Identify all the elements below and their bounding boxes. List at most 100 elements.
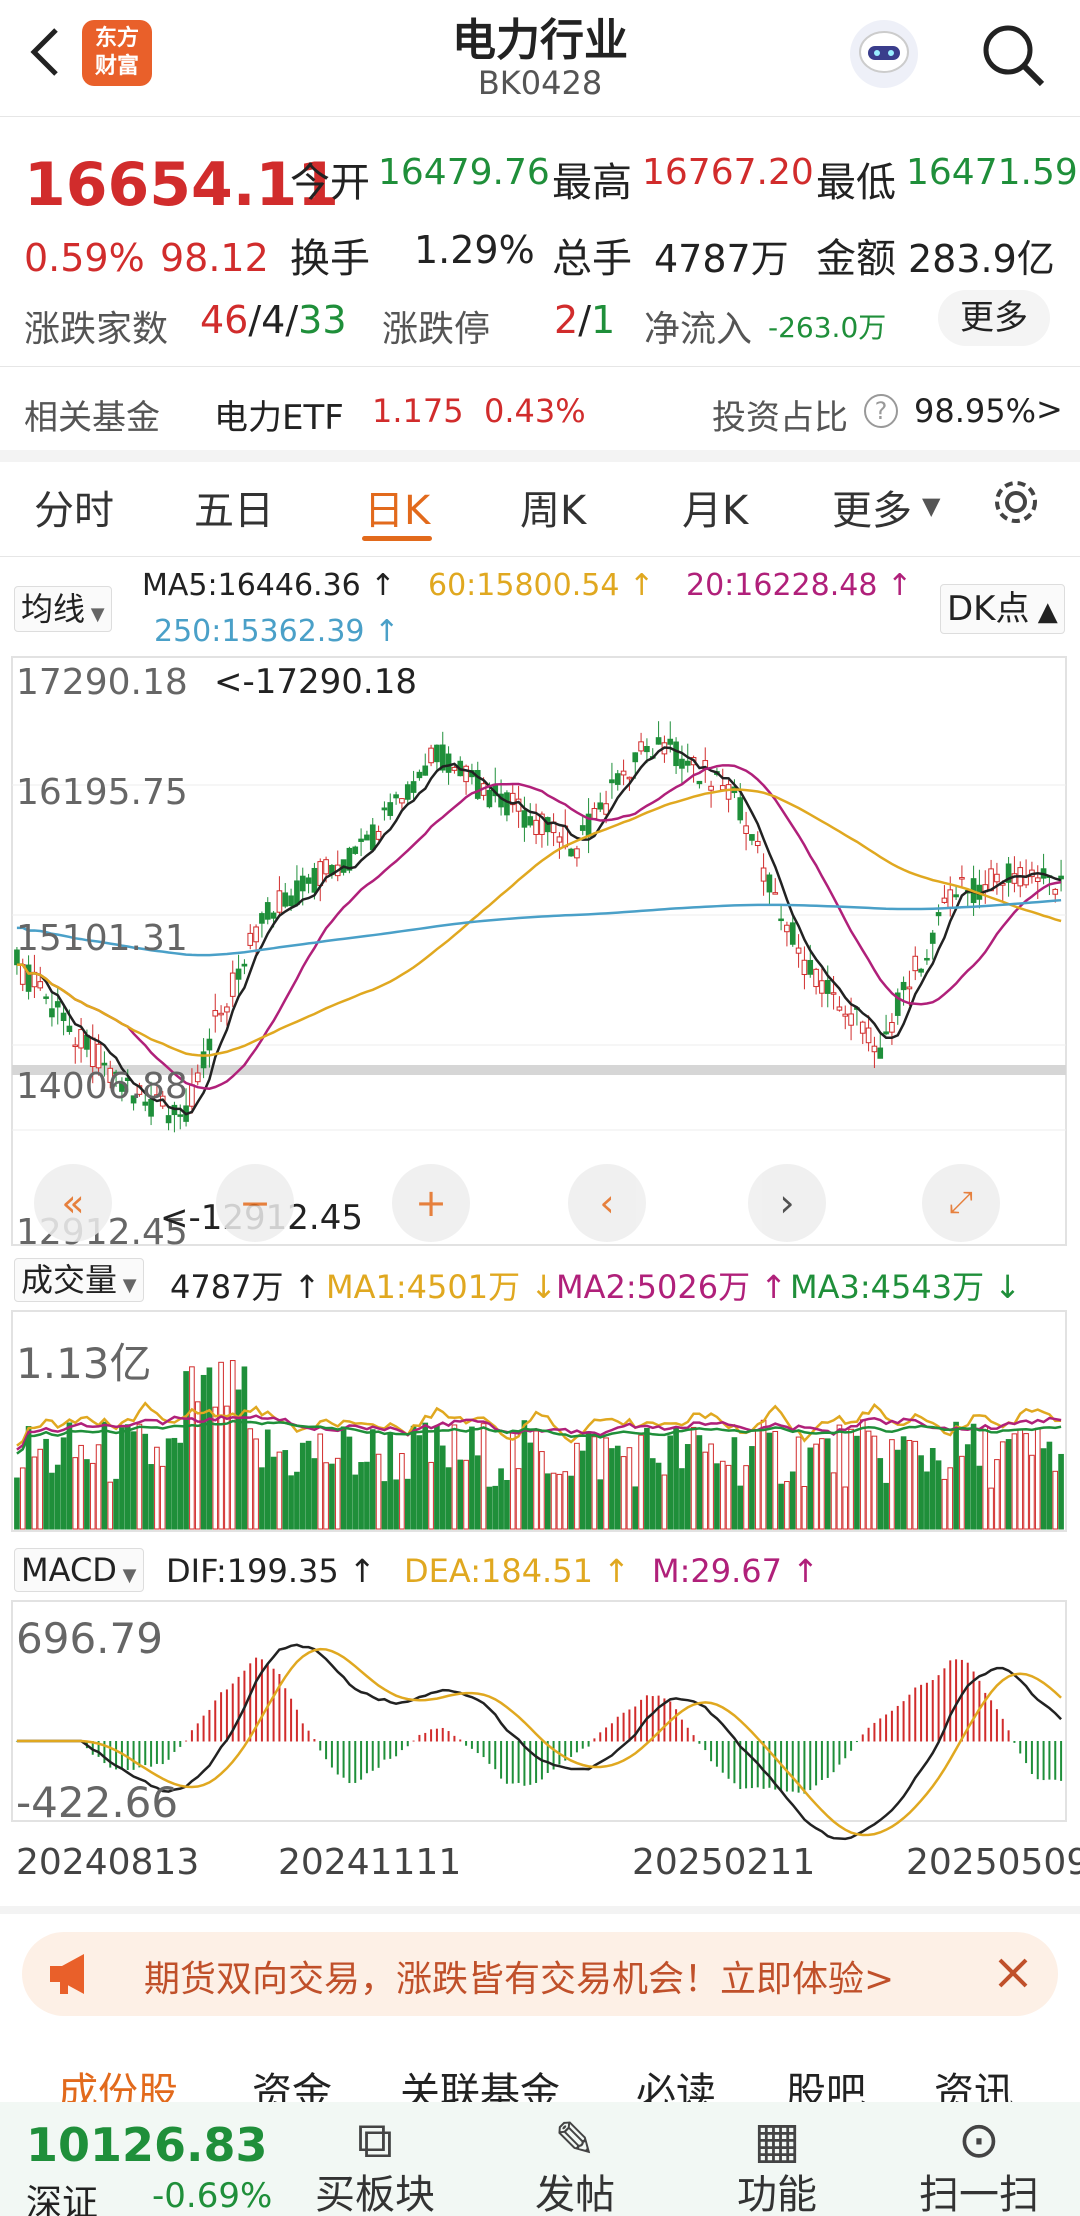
search-icon[interactable] (978, 20, 1048, 90)
date-label: 20241111 (278, 1842, 462, 1883)
volume-bar (212, 1406, 219, 1530)
tab-weekly-k[interactable]: 周K (520, 488, 587, 534)
date-label: 20240813 (16, 1842, 200, 1883)
tab-daily-k[interactable]: 日K (364, 488, 431, 534)
kline-chart[interactable] (0, 655, 1080, 1855)
scroll-right-button[interactable]: › (748, 1164, 826, 1242)
macd-bar (109, 1741, 112, 1768)
tab-intraday[interactable]: 分时 (34, 488, 114, 534)
candle-body (43, 996, 49, 999)
candle-body (369, 824, 376, 851)
candle-body (1034, 877, 1041, 883)
volume-bar (1040, 1448, 1047, 1530)
macd-bar (284, 1688, 287, 1742)
more-button[interactable]: 更多 (938, 290, 1050, 346)
settings-icon[interactable] (988, 474, 1044, 530)
candle-body (953, 894, 959, 898)
volume-bar (579, 1450, 586, 1530)
macd-bar (570, 1741, 573, 1757)
zoom-out-button[interactable]: − (216, 1164, 294, 1242)
tab-monthly-k[interactable]: 月K (682, 488, 749, 534)
volume-bar (830, 1472, 837, 1530)
page-title: 电力行业 (452, 15, 628, 66)
amount-label: 金额 (816, 236, 896, 282)
post-button[interactable]: ✎ 发帖 (500, 2110, 650, 2216)
volume-bar (836, 1424, 843, 1530)
macd-bar (231, 1683, 234, 1742)
macd-dif: DIF:199.35 ↑ (166, 1552, 376, 1590)
volume-bar (183, 1371, 189, 1530)
volume-bar (912, 1440, 919, 1530)
volume-bar (369, 1429, 376, 1530)
macd-bar (564, 1741, 567, 1761)
volume-bar (1023, 1433, 1029, 1530)
candle-body (900, 981, 907, 991)
close-icon[interactable] (988, 1948, 1038, 1998)
flat-count: 4 (261, 298, 286, 342)
volume-bar (101, 1421, 108, 1530)
macd-bar (465, 1741, 468, 1746)
volume-bar (364, 1461, 370, 1530)
dk-point-button[interactable]: DK点 ▲ (940, 584, 1065, 634)
macd-bar (791, 1741, 794, 1792)
macd-bar (470, 1741, 473, 1749)
macd-bar (505, 1741, 508, 1784)
futures-banner[interactable]: 期货双向交易，涨跌皆有交易机会！立即体验> (22, 1932, 1058, 2016)
change-percent: 0.59% (24, 236, 145, 280)
macd-bar (704, 1741, 707, 1751)
macd-bar (237, 1676, 240, 1742)
volume-bar (270, 1456, 277, 1530)
macd-dropdown[interactable]: MACD ▼ (14, 1548, 144, 1592)
volume-bar (49, 1472, 55, 1530)
candle-body (865, 1027, 872, 1044)
scan-button[interactable]: ⊙ 扫一扫 (904, 2110, 1054, 2216)
volume-bar (609, 1448, 615, 1530)
zoom-in-button[interactable]: + (392, 1164, 470, 1242)
updown-counts: 46/4/33 (200, 298, 347, 342)
volume-bar (54, 1464, 61, 1530)
fund-name[interactable]: 电力ETF (214, 398, 344, 438)
candle-body (294, 880, 300, 906)
macd-bar (616, 1716, 619, 1742)
candle-body (778, 918, 784, 922)
robot-assistant-icon[interactable] (846, 16, 922, 92)
index-name: 深证 (26, 2183, 99, 2216)
candle-body (579, 825, 586, 831)
volume-bar (200, 1374, 207, 1530)
candle-body (766, 874, 773, 893)
volume-bar (1058, 1453, 1064, 1530)
scroll-left-fast-button[interactable]: « (34, 1164, 112, 1242)
macd-bar (1007, 1730, 1010, 1742)
max-price-marker: <-17290.18 (214, 662, 417, 702)
macd-bar (984, 1692, 987, 1742)
macd-bar (1042, 1741, 1045, 1781)
ma-dropdown[interactable]: 均线 ▼ (14, 586, 112, 632)
functions-button[interactable]: ▦ 功能 (702, 2110, 852, 2216)
back-icon[interactable] (20, 22, 70, 82)
volume-bar (340, 1426, 347, 1530)
macd-bar (710, 1741, 713, 1762)
price-axis-label: 14006.88 (16, 1066, 188, 1107)
fullscreen-button[interactable]: ⤢ (922, 1164, 1000, 1242)
candle-body (644, 746, 650, 753)
help-icon[interactable]: ? (864, 394, 898, 428)
volume-bar (130, 1431, 137, 1530)
macd-bar (208, 1709, 211, 1742)
volume-bar (690, 1426, 697, 1530)
macd-bar (599, 1732, 602, 1742)
index-value[interactable]: 10126.83 (26, 2118, 268, 2172)
tab-more[interactable]: 更多 (832, 488, 912, 534)
tab-five-day[interactable]: 五日 (194, 488, 274, 534)
volume-bar (533, 1430, 539, 1530)
scroll-left-button[interactable]: ‹ (568, 1164, 646, 1242)
volume-bar (894, 1449, 901, 1530)
candle-body (859, 1021, 866, 1034)
macd-bar (255, 1657, 258, 1742)
volume-dropdown[interactable]: 成交量 ▼ (14, 1258, 144, 1302)
candle-body (434, 744, 440, 763)
macd-bar (715, 1741, 718, 1767)
macd-bar (931, 1680, 934, 1742)
fund-chevron[interactable]: > (1036, 390, 1063, 428)
candle-body (725, 784, 732, 800)
buy-sector-button[interactable]: ⧉ 买板块 (300, 2110, 450, 2216)
